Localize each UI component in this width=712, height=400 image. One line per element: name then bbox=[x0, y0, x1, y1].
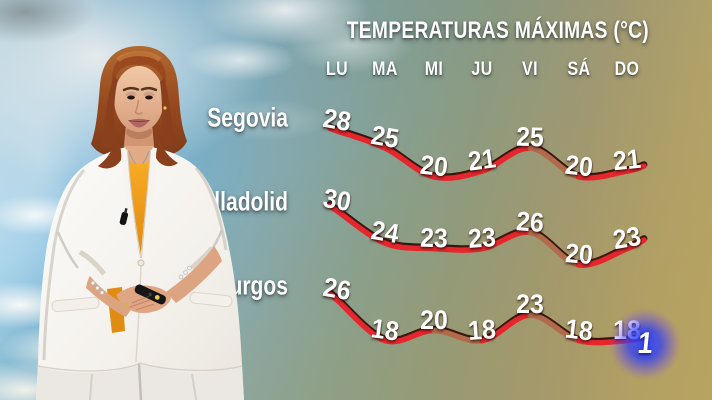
temp-value: 20 bbox=[563, 149, 595, 183]
city-label-valladolid: Valladolid bbox=[189, 186, 288, 217]
day-label-s: SÁ bbox=[567, 59, 591, 80]
temp-value: 23 bbox=[467, 221, 497, 254]
temp-value: 30 bbox=[320, 182, 354, 218]
ribbon-segment bbox=[431, 168, 485, 181]
temp-value: 28 bbox=[320, 102, 354, 138]
city-label-burgos: Burgos bbox=[214, 270, 288, 301]
temp-value: 23 bbox=[516, 289, 545, 320]
ribbon-segment bbox=[431, 327, 485, 344]
ribbon-segment bbox=[624, 163, 647, 174]
temp-value: 20 bbox=[563, 238, 594, 270]
temp-value: 23 bbox=[419, 222, 448, 254]
day-label-vi: VI bbox=[522, 59, 539, 80]
temp-value: 21 bbox=[466, 143, 498, 177]
ribbon-segment bbox=[479, 312, 533, 344]
temp-value: 25 bbox=[516, 121, 545, 153]
temp-value: 21 bbox=[611, 143, 643, 177]
ribbon-segment bbox=[624, 237, 647, 252]
ribbon-segment bbox=[575, 245, 630, 268]
channel-logo: 1 bbox=[609, 308, 681, 380]
temp-value: 26 bbox=[320, 271, 354, 307]
ribbon-segment bbox=[334, 208, 388, 246]
city-label-segovia: Segovia bbox=[207, 102, 288, 133]
ribbon-segment bbox=[527, 145, 582, 180]
temp-value: 18 bbox=[563, 313, 595, 347]
day-label-lu: LU bbox=[325, 59, 349, 80]
temp-value: 26 bbox=[515, 205, 546, 238]
ribbon-segment bbox=[382, 240, 437, 252]
ribbon-segment bbox=[382, 327, 437, 345]
channel-logo-text: 1 bbox=[635, 327, 655, 360]
day-label-ma: MA bbox=[372, 59, 399, 80]
day-label-do: DO bbox=[614, 59, 640, 80]
temp-value: 18 bbox=[369, 313, 402, 347]
ribbon-segment bbox=[527, 312, 582, 344]
ribbon-segment bbox=[334, 297, 388, 344]
chart-title: TEMPERATURAS MÁXIMAS (°C) bbox=[346, 17, 649, 44]
ribbon-segment bbox=[575, 168, 630, 181]
ribbon-segment bbox=[479, 145, 533, 174]
day-label-ju: JU bbox=[471, 59, 493, 80]
temp-value: 20 bbox=[419, 304, 448, 335]
ribbon-segment bbox=[527, 229, 582, 268]
temp-value: 24 bbox=[369, 215, 402, 250]
ribbon-segment bbox=[431, 245, 485, 253]
temp-value: 25 bbox=[369, 120, 402, 155]
ribbon-segment bbox=[382, 145, 437, 180]
temp-value: 23 bbox=[610, 220, 644, 255]
day-label-mi: MI bbox=[424, 59, 443, 80]
ribbon-segment bbox=[334, 128, 388, 151]
temp-value: 18 bbox=[467, 313, 497, 346]
ribbon-segment bbox=[479, 229, 533, 252]
temp-value: 20 bbox=[418, 149, 450, 183]
